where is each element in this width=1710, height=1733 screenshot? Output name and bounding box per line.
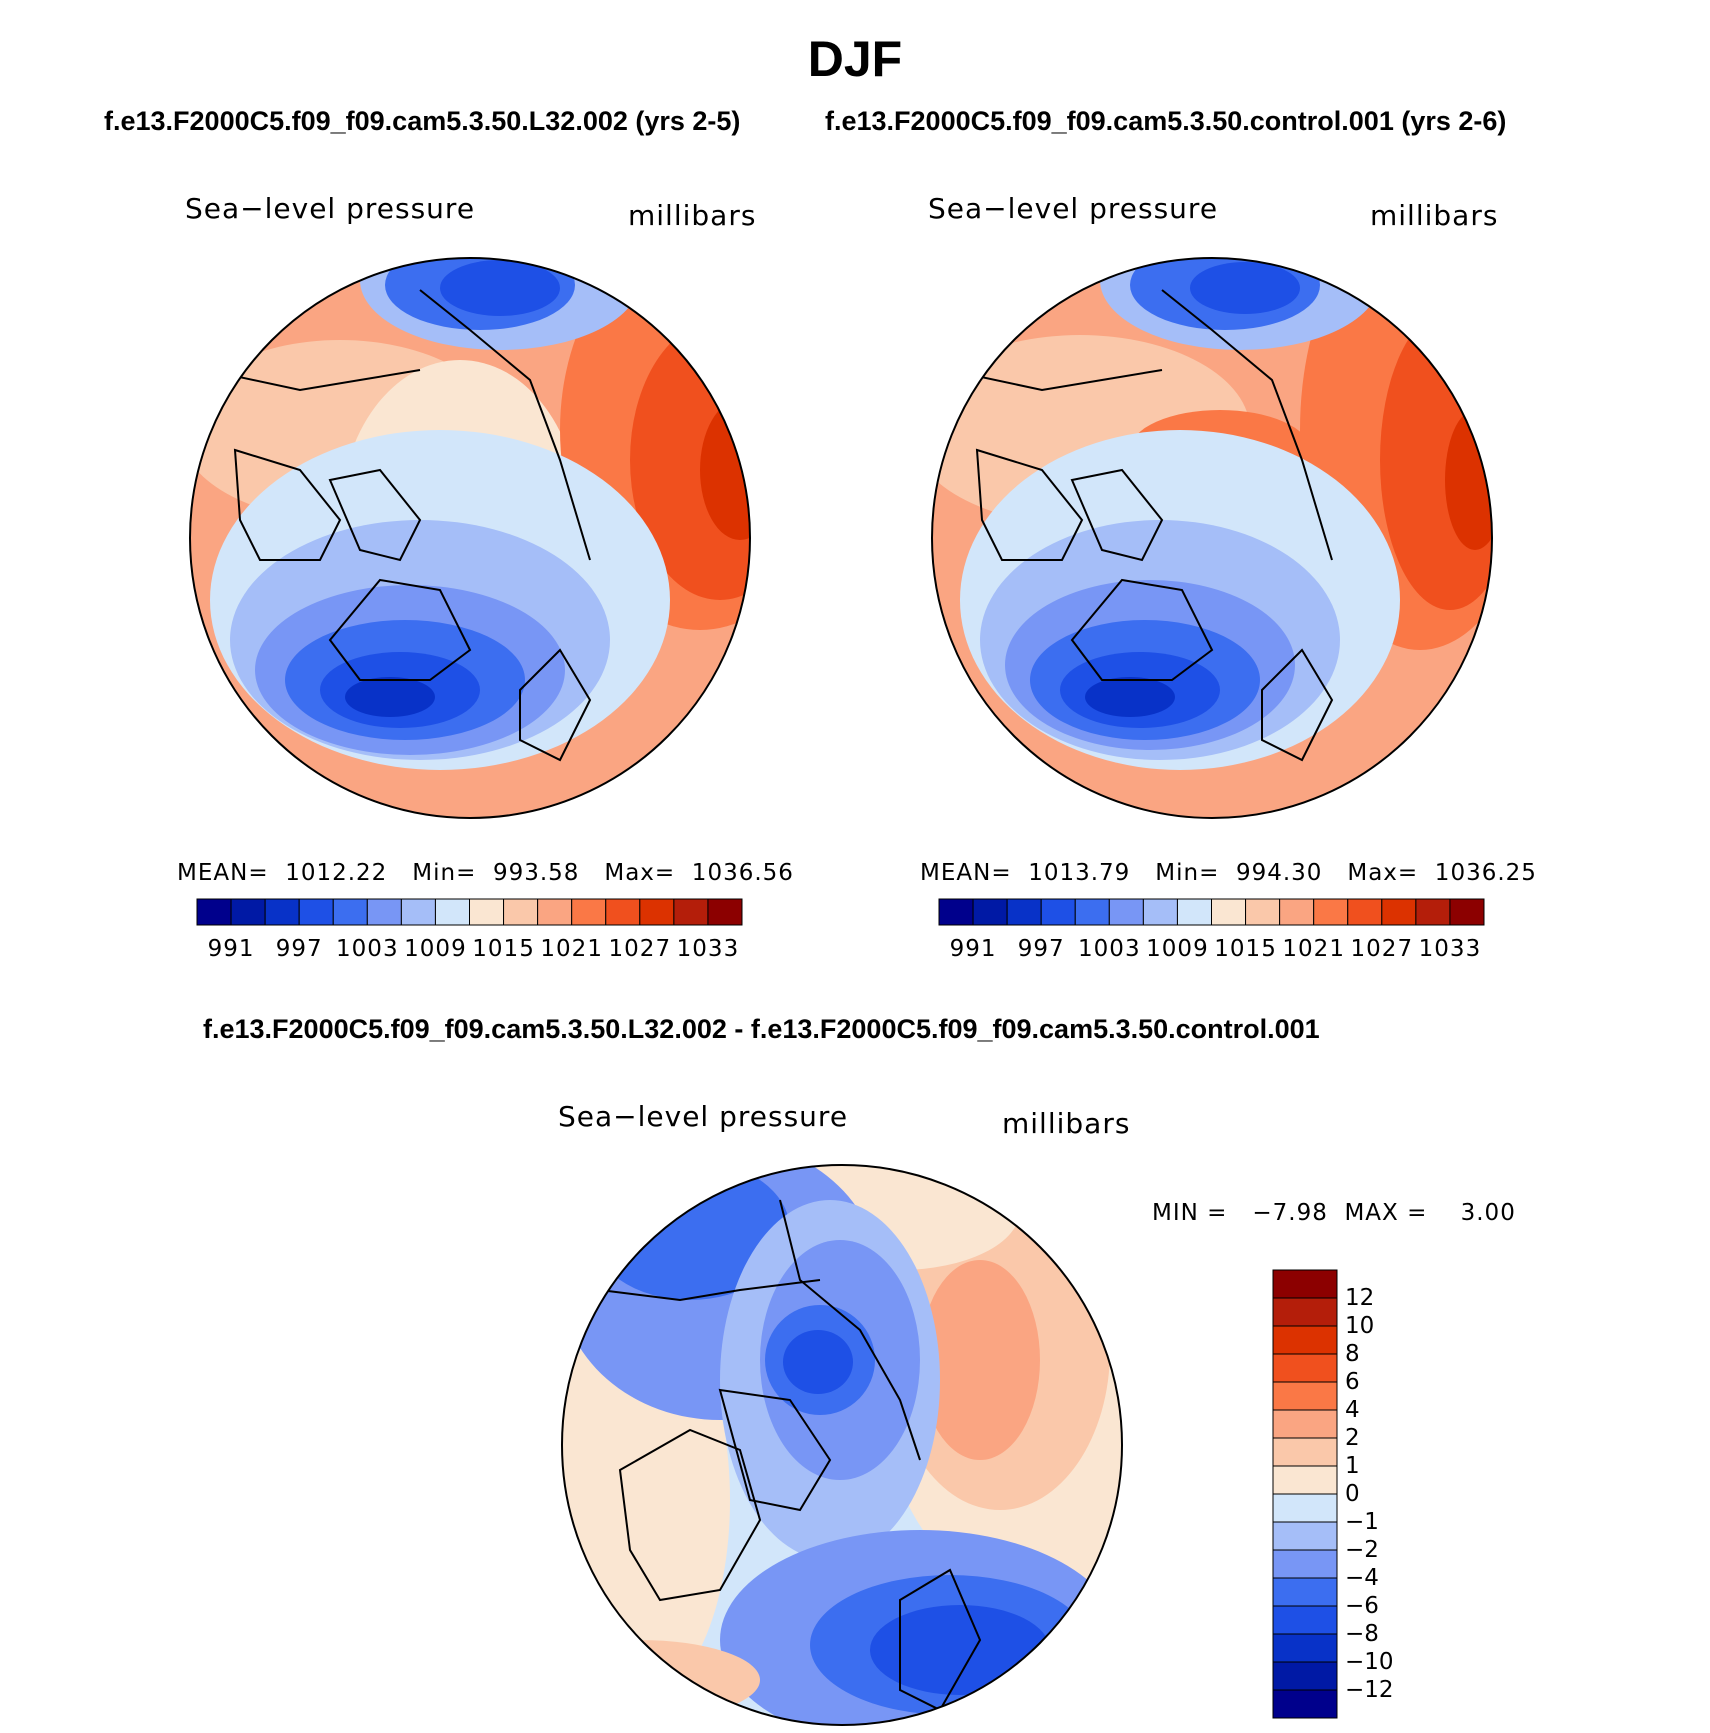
panel-1-colorbar-box bbox=[639, 898, 675, 926]
panel-2-colorbar-box bbox=[1074, 898, 1110, 926]
panel-3-colorbar-box bbox=[1272, 1549, 1338, 1579]
panel-1-colorbar-box bbox=[707, 898, 743, 926]
panel-2-variable-label: Sea−level pressure bbox=[928, 192, 1219, 225]
panel-1-colorbar-tick-label: 1027 bbox=[608, 936, 672, 962]
panel-2-colorbar-tick-label: 1003 bbox=[1078, 936, 1141, 962]
panel-2-colorbar-box bbox=[1449, 898, 1485, 926]
panel-1-colorbar-box bbox=[469, 898, 505, 926]
panel-3-colorbar-tick-label: −1 bbox=[1345, 1509, 1379, 1535]
panel-3-colorbar-box bbox=[1272, 1409, 1338, 1439]
panel-3-colorbar-box bbox=[1272, 1521, 1338, 1551]
panel-1-units-label: millibars bbox=[628, 199, 757, 232]
panel-2-colorbar-tick-label: 1027 bbox=[1350, 936, 1414, 962]
panel-3-colorbar-tick-label: −12 bbox=[1345, 1677, 1394, 1703]
panel-1-colorbar-box bbox=[332, 898, 368, 926]
panel-2-stats: MEAN= 1013.79 Min= 994.30 Max= 1036.25 bbox=[920, 860, 1537, 886]
panel-2-colorbar-box bbox=[1108, 898, 1144, 926]
panel-1-colorbar-tick-label: 1009 bbox=[404, 936, 467, 962]
panel-3-colorbar-box bbox=[1272, 1325, 1338, 1355]
panel-1-colorbar-tick-label: 1015 bbox=[472, 936, 535, 962]
panel-1-colorbar-box bbox=[503, 898, 539, 926]
panel-1-stats: MEAN= 1012.22 Min= 993.58 Max= 1036.56 bbox=[177, 860, 794, 886]
panel-1-colorbar-tick-label: 1021 bbox=[540, 936, 603, 962]
panel-1-colorbar-box bbox=[434, 898, 470, 926]
panel-3-colorbar-box bbox=[1272, 1297, 1338, 1327]
panel-3-colorbar-tick-label: −10 bbox=[1345, 1649, 1394, 1675]
panel-2-colorbar-box bbox=[1347, 898, 1383, 926]
panel-1-colorbar-box bbox=[264, 898, 300, 926]
panel-3-colorbar-tick-label: 12 bbox=[1345, 1285, 1375, 1311]
panel-2-colorbar-box bbox=[1245, 898, 1281, 926]
panel-3-colorbar-tick-label: −6 bbox=[1345, 1593, 1379, 1619]
panel-3-colorbar-box bbox=[1272, 1465, 1338, 1495]
panel-2-colorbar-tick-label: 991 bbox=[949, 936, 997, 962]
panel-1-colorbar-box bbox=[537, 898, 573, 926]
panel-2-colorbar-box bbox=[1415, 898, 1451, 926]
panel-3-map-background bbox=[562, 1165, 1122, 1725]
panel-3-colorbar-box bbox=[1272, 1493, 1338, 1523]
panel-3-stats: MIN = −7.98 MAX = 3.00 bbox=[1152, 1200, 1516, 1226]
panel-2-colorbar-tick-label: 1015 bbox=[1214, 936, 1277, 962]
panel-2-colorbar-box bbox=[1381, 898, 1417, 926]
panel-2-colorbar-box bbox=[1176, 898, 1212, 926]
panel-3-colorbar-tick-label: −8 bbox=[1345, 1621, 1379, 1647]
panel-3-colorbar-box bbox=[1272, 1437, 1338, 1467]
panel-2-colorbar-box bbox=[1279, 898, 1315, 926]
panel-1-header: f.e13.F2000C5.f09_f09.cam5.3.50.L32.002 … bbox=[104, 106, 741, 136]
panel-3-colorbar-box bbox=[1272, 1269, 1338, 1299]
panel-3-colorbar-box bbox=[1272, 1353, 1338, 1383]
panel-3-colorbar-tick-label: 8 bbox=[1345, 1341, 1360, 1367]
panel-3-colorbar-tick-label: −4 bbox=[1345, 1565, 1379, 1591]
panel-3-colorbar-tick-label: 1 bbox=[1345, 1453, 1360, 1479]
panel-1-colorbar-box bbox=[571, 898, 607, 926]
panel-3-colorbar-tick-label: 0 bbox=[1345, 1481, 1360, 1507]
panel-3-colorbar-tick-label: 2 bbox=[1345, 1425, 1360, 1451]
panel-2-colorbar-tick-label: 997 bbox=[1017, 936, 1065, 962]
panel-2-colorbar-box bbox=[972, 898, 1008, 926]
panel-3-variable-label: Sea−level pressure bbox=[558, 1100, 849, 1133]
panel-1-colorbar-tick-label: 997 bbox=[275, 936, 323, 962]
panel-3-colorbar-tick-label: 10 bbox=[1345, 1313, 1375, 1339]
panel-2-map-background bbox=[932, 258, 1492, 818]
panel-1-colorbar-box bbox=[230, 898, 266, 926]
panel-1-variable-label: Sea−level pressure bbox=[185, 192, 476, 225]
panel-3-colorbar-box bbox=[1272, 1381, 1338, 1411]
panel-3-colorbar-box bbox=[1272, 1633, 1338, 1663]
panel-2-colorbar-tick-label: 1021 bbox=[1282, 936, 1345, 962]
panel-2-header: f.e13.F2000C5.f09_f09.cam5.3.50.control.… bbox=[825, 106, 1507, 136]
panel-1-colorbar-box bbox=[366, 898, 402, 926]
panel-3-colorbar-tick-label: 4 bbox=[1345, 1397, 1360, 1423]
panel-3-colorbar-tick-label: 6 bbox=[1345, 1369, 1360, 1395]
panel-1-colorbar-tick-label: 991 bbox=[207, 936, 255, 962]
panel-1-colorbar-tick-label: 1003 bbox=[336, 936, 399, 962]
panel-3-colorbar-box bbox=[1272, 1577, 1338, 1607]
panel-2-colorbar-box bbox=[938, 898, 974, 926]
panel-3-units-label: millibars bbox=[1002, 1107, 1131, 1140]
panel-2-colorbar-box bbox=[1313, 898, 1349, 926]
panel-2-colorbar-tick-label: 1033 bbox=[1418, 936, 1482, 962]
panel-2-colorbar-box bbox=[1040, 898, 1076, 926]
figure-title: DJF bbox=[807, 31, 903, 87]
panel-2-colorbar-tick-label: 1009 bbox=[1146, 936, 1209, 962]
panel-1-colorbar-tick-label: 1033 bbox=[676, 936, 740, 962]
panel-1-colorbar-box bbox=[400, 898, 436, 926]
panel-1-colorbar-box bbox=[605, 898, 641, 926]
panel-3-header: f.e13.F2000C5.f09_f09.cam5.3.50.L32.002 … bbox=[203, 1014, 1320, 1044]
panel-1-colorbar-box bbox=[673, 898, 709, 926]
panel-3-colorbar-tick-label: −2 bbox=[1345, 1537, 1379, 1563]
panel-3-colorbar-box bbox=[1272, 1661, 1338, 1691]
panel-2-colorbar-box bbox=[1211, 898, 1247, 926]
panel-2-units-label: millibars bbox=[1370, 199, 1499, 232]
panel-3-colorbar-box bbox=[1272, 1605, 1338, 1635]
panel-1-colorbar-box bbox=[196, 898, 232, 926]
panel-3-colorbar-box bbox=[1272, 1689, 1338, 1719]
panel-1-map-background bbox=[190, 258, 750, 818]
panel-2-colorbar-box bbox=[1006, 898, 1042, 926]
panel-2-colorbar-box bbox=[1142, 898, 1178, 926]
panel-1-colorbar-box bbox=[298, 898, 334, 926]
